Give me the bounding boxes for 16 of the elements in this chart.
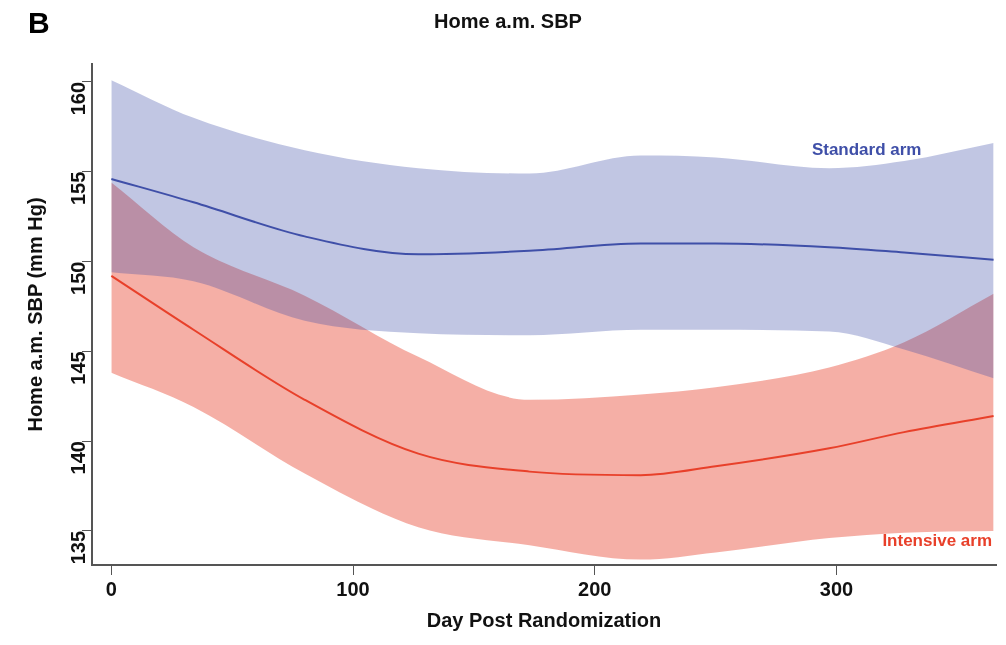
text: B [28, 6, 50, 40]
y-tick-label: 140 [66, 441, 89, 475]
y-tick-label: 160 [66, 81, 89, 116]
y-tick-label: 135 [66, 530, 89, 565]
y-tick-label: 150 [66, 261, 89, 295]
x-tick-label: 200 [578, 577, 612, 600]
x-tick-label: 100 [336, 577, 370, 600]
y-axis-title: Home a.m. SBP (mm Hg) [23, 197, 46, 432]
x-tick-label: 0 [105, 577, 117, 600]
chart-title: Home a.m. SBP [434, 9, 582, 32]
x-axis-title: Day Post Randomization [426, 608, 662, 631]
x-tick-label: 300 [819, 577, 854, 600]
text: Standard arm [811, 140, 922, 160]
y-tick-label: 155 [66, 171, 89, 206]
y-tick-label: 145 [66, 351, 89, 385]
text: Intensive arm [882, 531, 992, 551]
